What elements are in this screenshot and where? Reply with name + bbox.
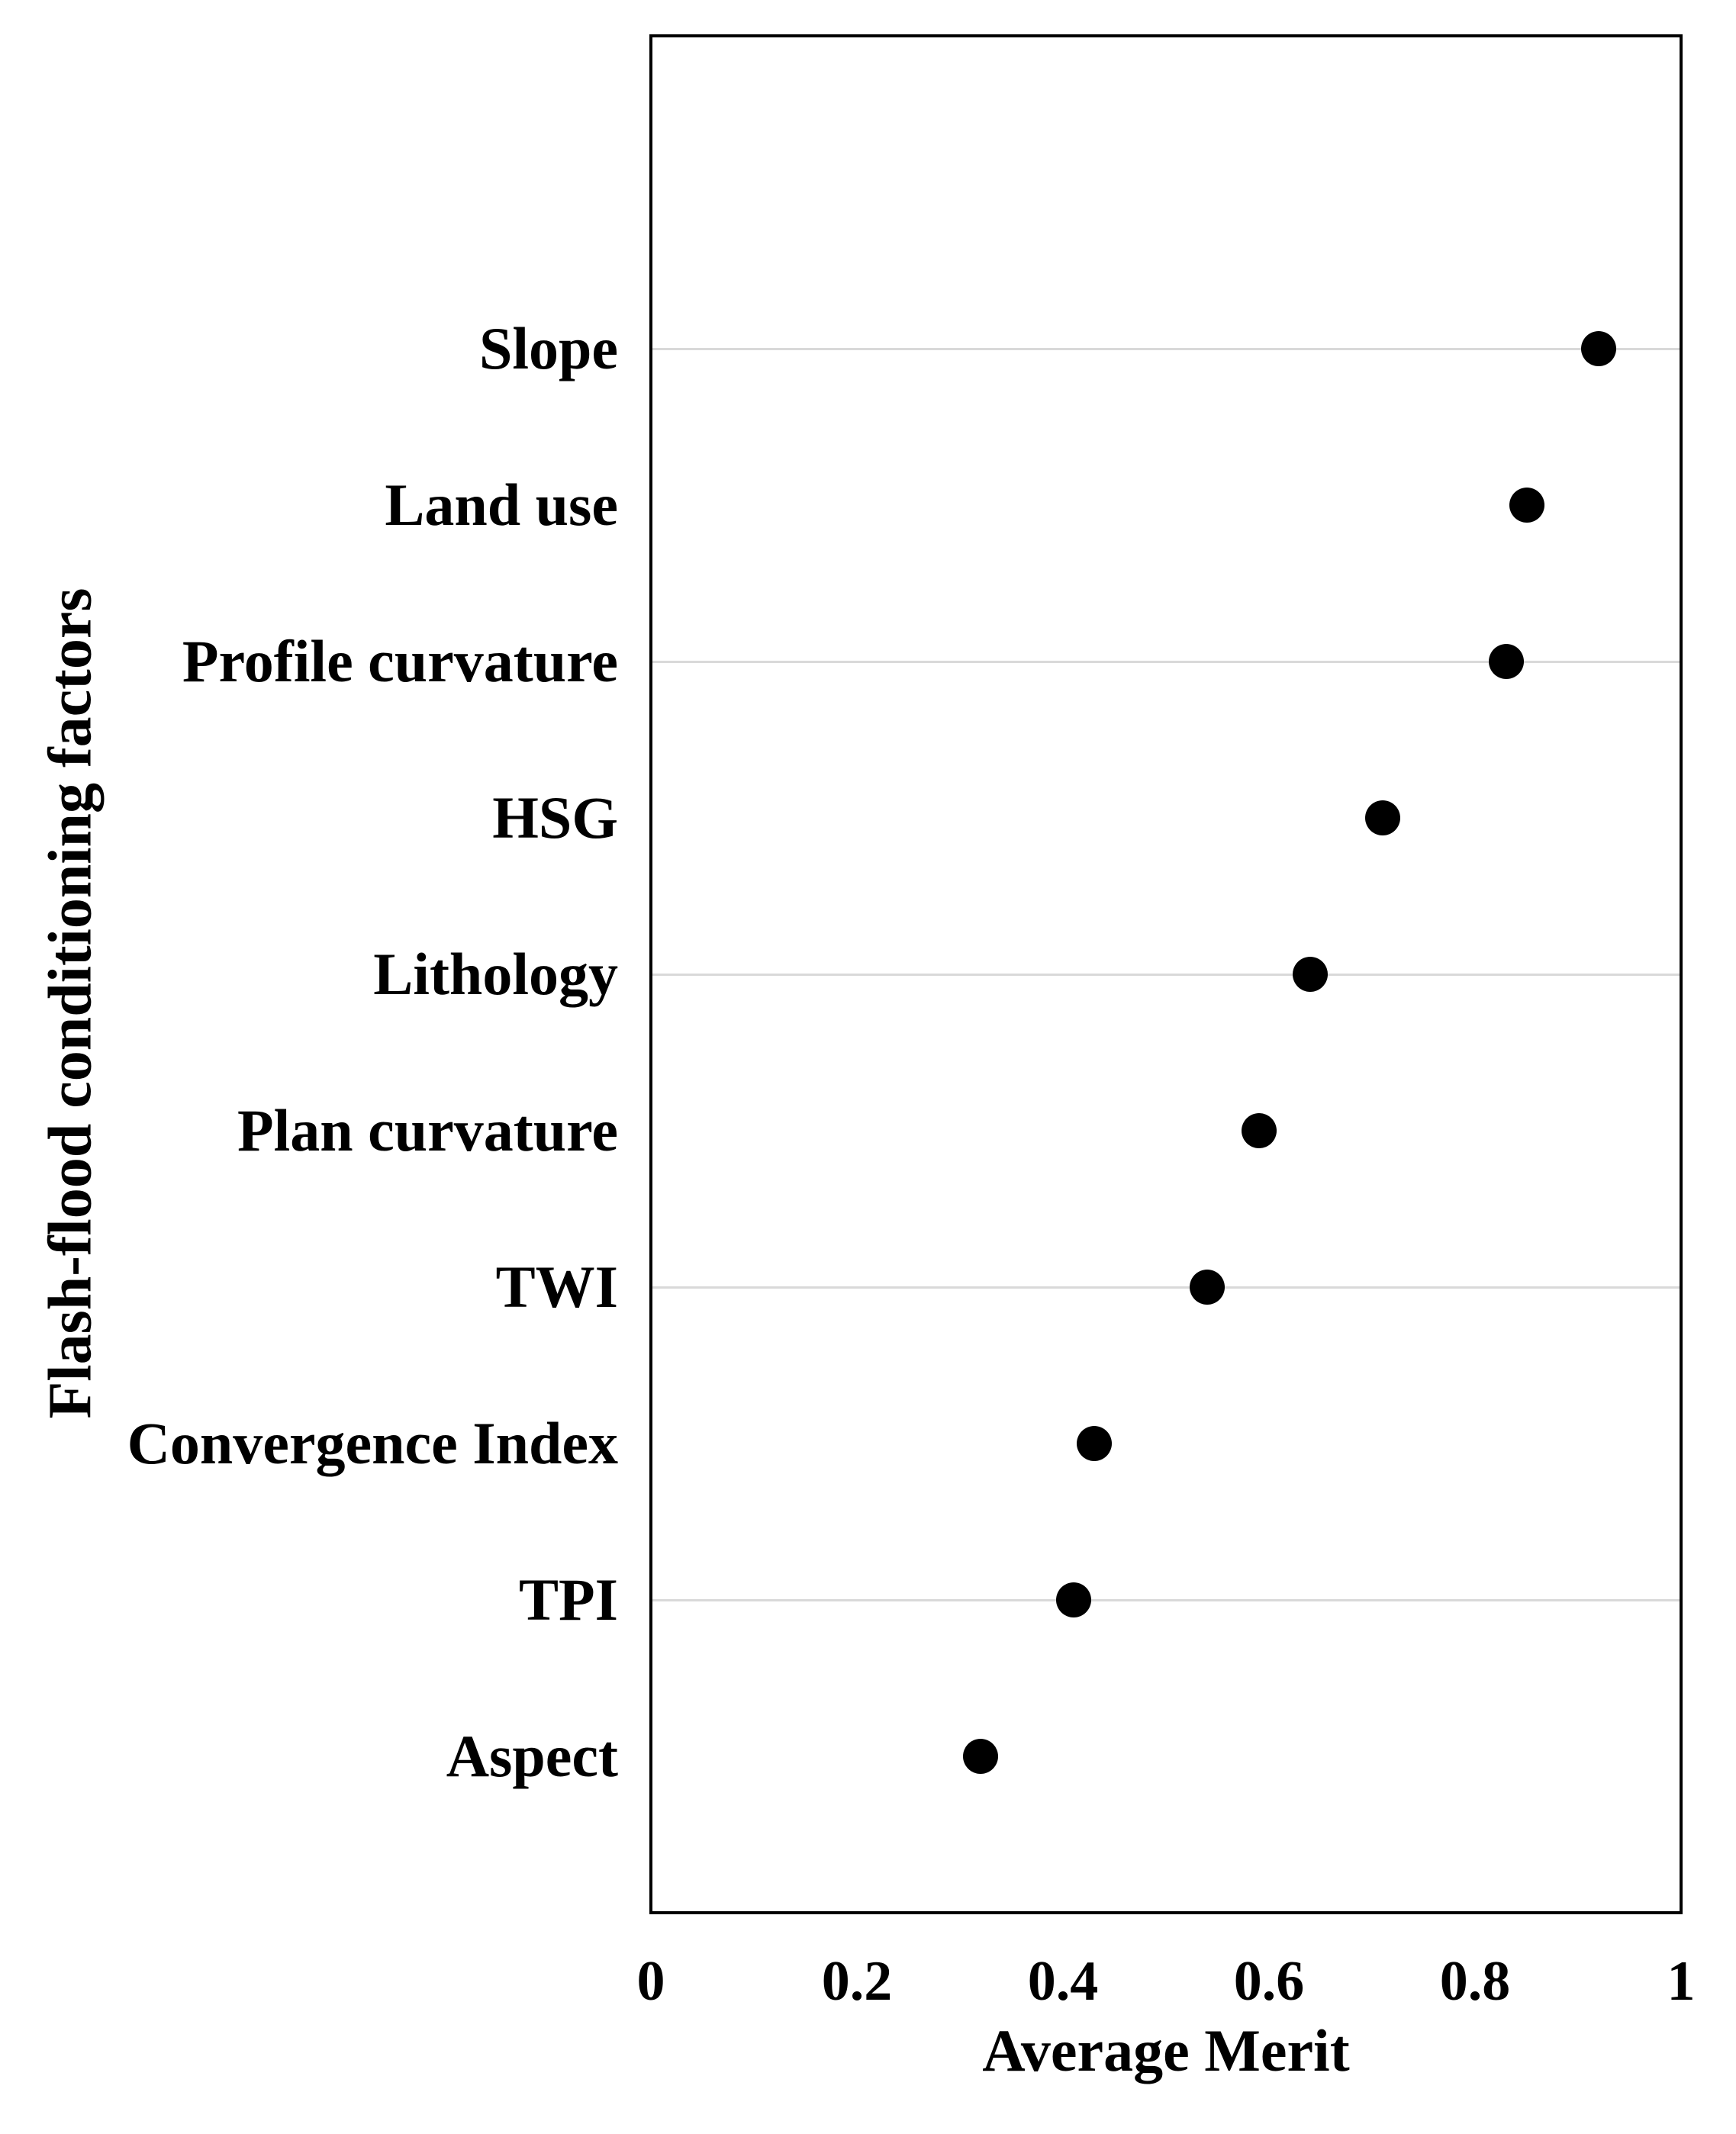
- category-label-aspect: Aspect: [446, 1723, 618, 1789]
- data-point-plan-curvature: [1241, 1113, 1277, 1148]
- x-axis-title: Average Merit: [982, 2017, 1350, 2084]
- category-label-convergence-index: Convergence Index: [127, 1410, 618, 1476]
- category-label-tpi: TPI: [518, 1566, 618, 1633]
- gridline: [651, 974, 1681, 976]
- category-label-hsg: HSG: [492, 784, 618, 851]
- data-point-lithology: [1293, 957, 1328, 992]
- plot-area: [649, 34, 1683, 1914]
- gridline: [651, 348, 1681, 350]
- x-tick-label-0-6: 0.6: [1233, 1950, 1305, 2013]
- data-point-profile-curvature: [1488, 644, 1524, 679]
- data-point-land-use: [1509, 488, 1544, 523]
- data-point-tpi: [1055, 1582, 1091, 1617]
- category-label-slope: Slope: [478, 315, 618, 381]
- gridline: [651, 1599, 1681, 1601]
- data-point-convergence-index: [1076, 1426, 1112, 1461]
- x-tick-label-0-4: 0.4: [1027, 1950, 1099, 2013]
- category-label-profile-curvature: Profile curvature: [182, 628, 618, 694]
- category-label-lithology: Lithology: [373, 941, 618, 1007]
- gridline: [651, 661, 1681, 663]
- x-tick-label-0: 0: [636, 1950, 665, 2013]
- gridline: [651, 1286, 1681, 1289]
- x-tick-label-0-2: 0.2: [821, 1950, 893, 2013]
- data-point-hsg: [1364, 800, 1400, 835]
- category-label-twi: TWI: [495, 1254, 618, 1320]
- x-tick-label-1: 1: [1667, 1950, 1696, 2013]
- category-label-plan-curvature: Plan curvature: [237, 1097, 618, 1164]
- data-point-slope: [1581, 331, 1616, 366]
- x-tick-label-0-8: 0.8: [1439, 1950, 1511, 2013]
- data-point-twi: [1190, 1270, 1225, 1305]
- category-label-land-use: Land use: [385, 472, 618, 538]
- data-point-aspect: [963, 1739, 998, 1774]
